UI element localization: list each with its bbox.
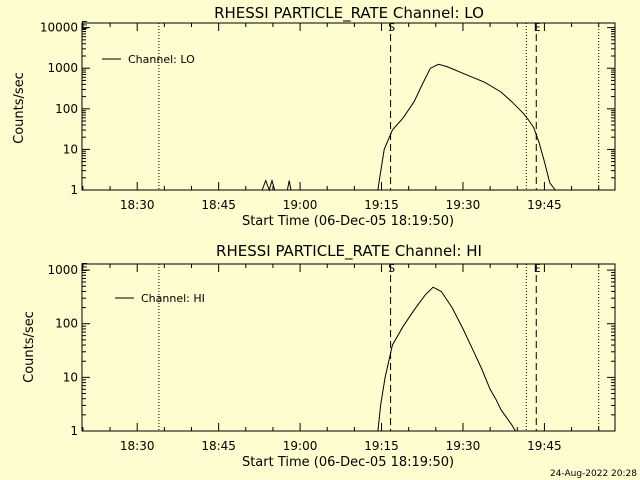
y-tick-label-lo: 10000 xyxy=(40,21,78,35)
marker-label-lo: S xyxy=(388,21,395,34)
x-tick-label-lo: 19:45 xyxy=(527,198,562,212)
panel-hi: RHESSI PARTICLE_RATE Channel: HI Counts/… xyxy=(22,242,616,470)
plot-frame-lo xyxy=(81,22,616,191)
x-tick-label-hi: 18:45 xyxy=(201,439,236,453)
marker-label-hi: E xyxy=(534,262,541,275)
x-tick-label-lo: 18:45 xyxy=(201,198,236,212)
y-tick-label-hi: 1 xyxy=(70,424,78,438)
x-tick-label-lo: 19:15 xyxy=(364,198,399,212)
marker-label-lo: E xyxy=(534,21,541,34)
y-tick-label-hi: 10 xyxy=(63,370,78,384)
series-line-lo xyxy=(261,63,556,192)
legend-label-lo: Channel: LO xyxy=(128,53,195,66)
x-tick-label-lo: 19:00 xyxy=(283,198,318,212)
marker-label-hi: S xyxy=(388,262,395,275)
corner-mark-hi: E xyxy=(81,261,88,274)
x-tick-label-hi: 19:30 xyxy=(446,439,481,453)
y-tick-label-lo: 100 xyxy=(55,102,78,116)
x-tick-label-lo: 19:30 xyxy=(446,198,481,212)
y-axis-label-hi: Counts/sec xyxy=(22,311,37,383)
x-tick-label-hi: 18:30 xyxy=(120,439,155,453)
y-tick-label-hi: 1000 xyxy=(47,263,78,277)
footer-timestamp: 24-Aug-2022 20:28 xyxy=(550,469,637,479)
y-tick-label-hi: 100 xyxy=(55,317,78,331)
panel-lo: RHESSI PARTICLE_RATE Channel: LO Counts/… xyxy=(12,4,616,229)
x-tick-label-hi: 19:15 xyxy=(364,439,399,453)
y-axis-label-lo: Counts/sec xyxy=(12,72,27,144)
y-tick-label-lo: 1000 xyxy=(47,61,78,75)
chart-title-hi: RHESSI PARTICLE_RATE Channel: HI xyxy=(216,242,482,261)
x-axis-label-lo: Start Time (06-Dec-05 18:19:50) xyxy=(242,214,454,229)
y-tick-label-lo: 1 xyxy=(70,183,78,197)
series-line-hi xyxy=(377,286,516,432)
x-tick-label-lo: 18:30 xyxy=(120,198,155,212)
corner-mark-lo: E xyxy=(81,19,88,32)
legend-label-hi: Channel: HI xyxy=(141,292,205,305)
x-tick-label-hi: 19:00 xyxy=(283,439,318,453)
chart-title-lo: RHESSI PARTICLE_RATE Channel: LO xyxy=(214,4,484,23)
y-tick-label-lo: 10 xyxy=(63,142,78,156)
x-axis-label-hi: Start Time (06-Dec-05 18:19:50) xyxy=(242,455,454,470)
x-tick-label-hi: 19:45 xyxy=(527,439,562,453)
plot-frame-hi xyxy=(81,263,616,432)
